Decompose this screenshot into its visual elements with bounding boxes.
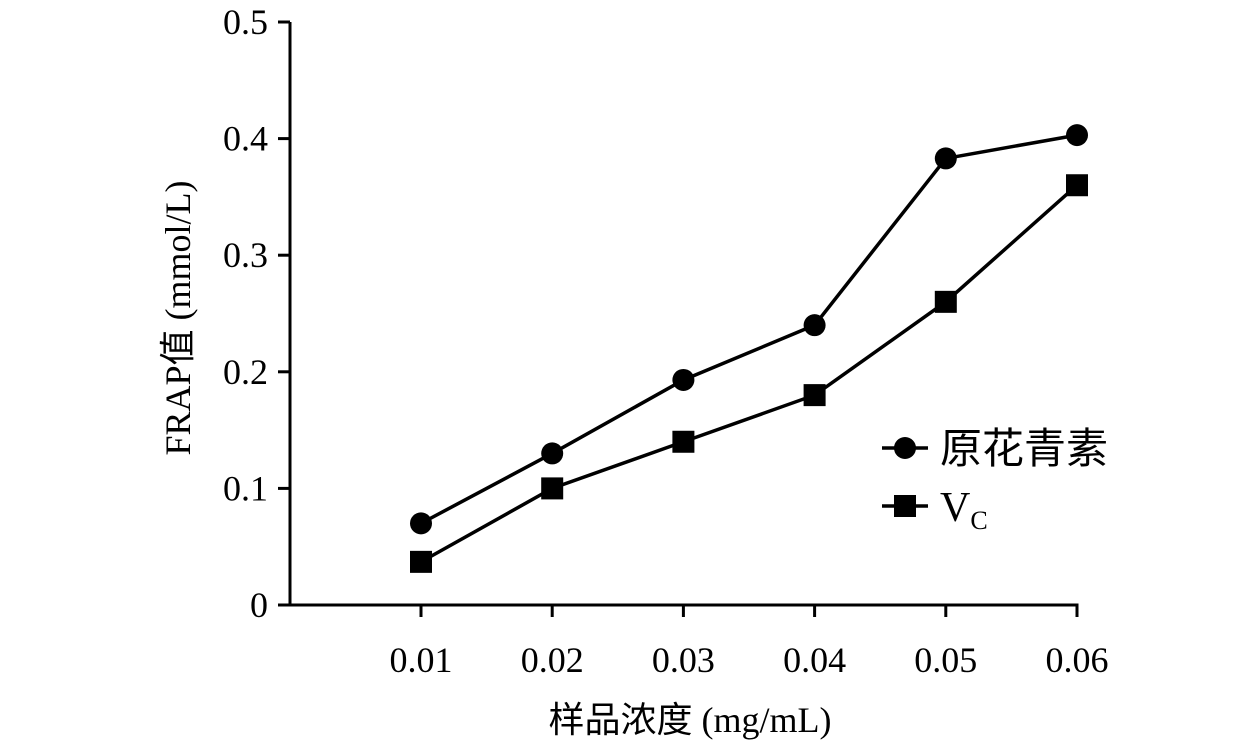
y-axis-label: FRAP值 (mmol/L): [158, 180, 198, 455]
circle-point: [672, 368, 695, 391]
y-tick-label: 0.5: [223, 2, 268, 42]
circle-point: [934, 147, 957, 170]
series-group: [410, 124, 1088, 573]
square-point: [672, 430, 695, 453]
legend-square-point: [894, 495, 916, 517]
circle-point: [541, 442, 564, 465]
legend-label: 原花青素: [940, 427, 1108, 473]
legend-label-main: V: [940, 485, 970, 531]
square-point: [803, 384, 826, 407]
square-point: [1066, 174, 1088, 197]
legend: 原花青素 VC: [882, 427, 1108, 535]
square-point: [934, 290, 957, 313]
y-tick-label: 0: [250, 585, 268, 625]
x-tick-label: 0.03: [652, 640, 715, 680]
circle-point: [1066, 124, 1088, 147]
square-point: [410, 550, 432, 573]
legend-item: 原花青素: [882, 427, 1108, 473]
legend-label: VC: [940, 485, 988, 535]
x-tick-label: 0.02: [521, 640, 584, 680]
legend-circle-point: [894, 437, 916, 459]
circle-point: [803, 314, 826, 337]
y-tick-label: 0.1: [223, 468, 268, 508]
x-axis-label: 样品浓度 (mg/mL): [549, 700, 832, 740]
y-tick-label: 0.2: [223, 352, 268, 392]
circle-point: [410, 512, 432, 535]
y-tick-label: 0.4: [223, 119, 268, 159]
series-1: [410, 174, 1088, 573]
x-tick-label: 0.05: [914, 640, 977, 680]
axes: 0 0.1 0.2 0.3 0.4 0.5 0.01 0.02 0.03 0.04 0.05 0.06: [223, 2, 1109, 680]
series-0: [410, 124, 1088, 535]
legend-label-main: 原花青素: [940, 427, 1108, 473]
x-tick-label: 0.06: [1046, 640, 1109, 680]
square-point: [541, 477, 564, 500]
x-tick-label: 0.04: [783, 640, 846, 680]
x-tick-label: 0.01: [390, 640, 453, 680]
legend-item: VC: [882, 485, 988, 535]
legend-label-subscript: C: [970, 506, 987, 535]
series-line: [420, 183, 1079, 564]
y-tick-label: 0.3: [223, 235, 268, 275]
series-line: [420, 133, 1078, 525]
